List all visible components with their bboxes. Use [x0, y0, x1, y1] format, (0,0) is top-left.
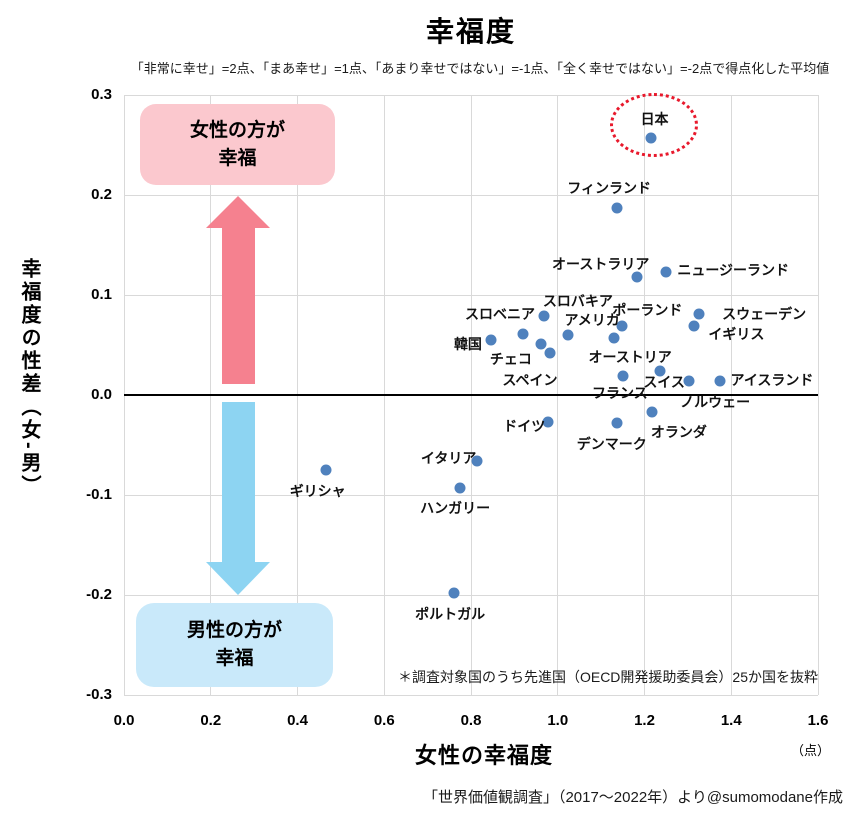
x-tick-label: 1.4 — [720, 712, 742, 729]
data-point-label: ポーランド — [612, 302, 683, 318]
chart-subtitle: 「非常に幸せ」=2点、「まあ幸せ」=1点、「あまり幸せではない」=-1点、「全く… — [130, 61, 830, 76]
up-arrow-shaft — [221, 228, 255, 384]
data-point — [485, 334, 497, 346]
data-point-label: アメリカ — [564, 312, 620, 328]
y-tick-label: -0.2 — [86, 586, 112, 603]
data-point — [454, 482, 466, 494]
data-point — [320, 464, 332, 476]
y-axis-title: 幸福度の性差（女-男） — [18, 258, 40, 498]
x-tick-label: 1.6 — [807, 712, 829, 729]
data-point — [654, 365, 666, 377]
x-axis-unit: （点） — [790, 743, 830, 758]
down-arrow-shaft — [221, 402, 255, 562]
data-point — [631, 271, 643, 283]
data-point-label: フランス — [591, 385, 648, 401]
data-point-label: 日本 — [640, 111, 669, 127]
data-point-label: フィンランド — [567, 180, 652, 196]
x-tick-label: 0.0 — [113, 712, 135, 729]
data-point — [688, 320, 700, 332]
data-point — [683, 375, 695, 387]
x-gridline — [817, 95, 819, 695]
data-point-label: 韓国 — [453, 336, 482, 352]
x-axis-title: 女性の幸福度 — [414, 743, 553, 768]
data-point-label: ポルトガル — [415, 606, 486, 622]
data-point — [616, 320, 628, 332]
data-point-label: ドイツ — [503, 418, 546, 434]
data-point-label: スイス — [643, 374, 685, 390]
data-point-label: イギリス — [708, 326, 765, 342]
x-tick-label: 0.4 — [287, 712, 308, 729]
data-point — [535, 338, 547, 350]
data-point — [611, 417, 623, 429]
y-tick-label: 0.3 — [91, 86, 112, 103]
japan-highlight-circle — [609, 93, 698, 157]
data-point — [660, 266, 672, 278]
data-point-label: オーストリア — [588, 349, 672, 365]
data-point-label: スウェーデン — [722, 306, 807, 322]
data-point — [448, 587, 460, 599]
data-point — [608, 332, 620, 344]
data-point — [542, 416, 554, 428]
data-point — [562, 329, 574, 341]
data-point — [617, 370, 629, 382]
data-point-label: オーストラリア — [552, 256, 650, 272]
chart-title: 幸福度 — [425, 16, 516, 47]
data-point — [714, 375, 726, 387]
data-point-label: ノルウェー — [680, 394, 751, 410]
data-point — [645, 132, 657, 144]
y-tick-label: 0.2 — [91, 186, 112, 203]
credit: 「世界価値観調査」（2017～2022年）より@sumomodane作成 — [422, 789, 843, 806]
y-tick-label: 0.1 — [91, 286, 112, 303]
data-point-label: アイスランド — [730, 372, 814, 388]
footnote: ＊調査対象国のうち先進国（OECD開発援助委員会）25か国を抜粋 — [397, 669, 818, 685]
x-tick-label: 0.6 — [373, 712, 395, 729]
x-tick-label: 0.2 — [200, 712, 222, 729]
data-point-label: イタリア — [420, 450, 477, 466]
y-gridline — [124, 494, 818, 496]
data-point — [544, 347, 556, 359]
x-tick-label: 0.8 — [460, 712, 482, 729]
data-point-label: ハンガリー — [420, 500, 491, 516]
female-happier-label: 女性の方が 幸福 — [189, 119, 285, 169]
x-tick-label: 1.2 — [634, 712, 655, 729]
up-arrow-head-icon — [206, 196, 270, 228]
y-gridline — [124, 294, 818, 296]
data-point — [517, 328, 529, 340]
y-gridline — [124, 194, 818, 196]
zero-axis-line — [124, 394, 818, 396]
y-tick-label: 0.0 — [91, 386, 112, 403]
male-happier-box: 男性の方が 幸福 — [136, 603, 333, 687]
y-gridline — [124, 694, 818, 696]
data-point-label: ニュージーランド — [677, 262, 790, 278]
y-tick-label: -0.1 — [86, 486, 112, 503]
female-happier-box: 女性の方が 幸福 — [140, 104, 335, 185]
data-point-label: オランダ — [650, 424, 707, 440]
data-point — [471, 455, 483, 467]
data-point-label: スロベニア — [465, 306, 536, 322]
data-point-label: チェコ — [489, 351, 532, 367]
male-happier-label: 男性の方が 幸福 — [186, 620, 282, 669]
data-point-label: スペイン — [502, 372, 558, 388]
data-point — [693, 308, 705, 320]
data-point — [538, 310, 550, 322]
data-point-label: デンマーク — [576, 436, 647, 452]
data-point — [611, 202, 623, 214]
down-arrow-head-icon — [206, 562, 270, 595]
y-gridline — [124, 94, 818, 96]
data-point — [646, 406, 658, 418]
y-tick-label: -0.3 — [86, 686, 112, 703]
x-tick-label: 1.0 — [547, 712, 569, 729]
data-point-label: スロバキア — [542, 293, 613, 309]
y-gridline — [124, 594, 818, 596]
data-point-label: ギリシャ — [289, 483, 346, 499]
